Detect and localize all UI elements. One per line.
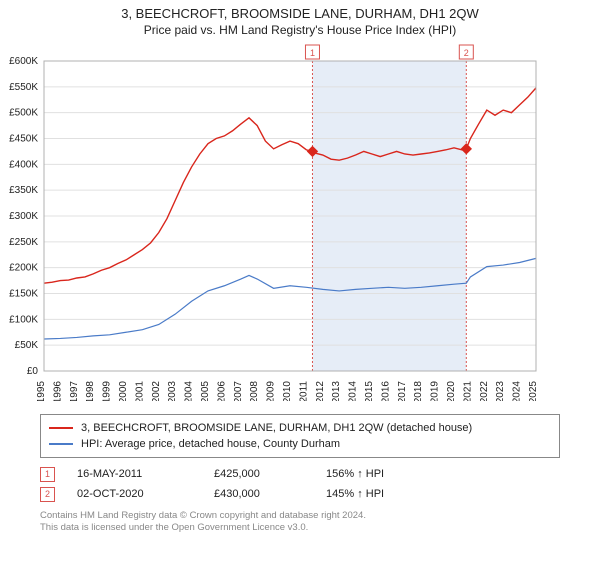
svg-text:2019: 2019 — [430, 381, 441, 401]
svg-text:2013: 2013 — [331, 381, 342, 401]
svg-text:£300K: £300K — [9, 211, 38, 222]
svg-text:2010: 2010 — [282, 381, 293, 401]
copyright-line: Contains HM Land Registry data © Crown c… — [40, 510, 560, 522]
svg-text:2000: 2000 — [118, 381, 129, 401]
copyright-line: This data is licensed under the Open Gov… — [40, 522, 560, 534]
svg-text:£0: £0 — [27, 366, 39, 377]
svg-text:2001: 2001 — [134, 381, 145, 401]
svg-text:£50K: £50K — [15, 340, 39, 351]
svg-text:2003: 2003 — [167, 381, 178, 401]
svg-text:2021: 2021 — [462, 381, 473, 401]
chart-title: 3, BEECHCROFT, BROOMSIDE LANE, DURHAM, D… — [0, 6, 600, 21]
svg-text:2002: 2002 — [151, 381, 162, 401]
svg-text:1: 1 — [310, 48, 315, 58]
legend-row: HPI: Average price, detached house, Coun… — [49, 436, 551, 452]
svg-text:2007: 2007 — [233, 381, 244, 401]
svg-text:£100K: £100K — [9, 314, 38, 325]
svg-text:2011: 2011 — [298, 381, 309, 401]
svg-text:£400K: £400K — [9, 159, 38, 170]
svg-text:2015: 2015 — [364, 381, 375, 401]
svg-text:2022: 2022 — [479, 381, 490, 401]
svg-text:£150K: £150K — [9, 289, 38, 300]
svg-text:2016: 2016 — [380, 381, 391, 401]
svg-text:£200K: £200K — [9, 263, 38, 274]
svg-text:2006: 2006 — [216, 381, 227, 401]
svg-text:2017: 2017 — [397, 381, 408, 401]
svg-text:1996: 1996 — [52, 381, 63, 401]
svg-text:2: 2 — [464, 48, 469, 58]
svg-text:2014: 2014 — [348, 381, 359, 401]
svg-text:£600K: £600K — [9, 56, 38, 67]
svg-text:1999: 1999 — [102, 381, 113, 401]
svg-text:£500K: £500K — [9, 108, 38, 119]
sale-ratio: 156% ↑ HPI — [326, 468, 416, 480]
svg-text:1995: 1995 — [36, 381, 47, 401]
legend-label-1: 3, BEECHCROFT, BROOMSIDE LANE, DURHAM, D… — [81, 422, 472, 434]
copyright: Contains HM Land Registry data © Crown c… — [40, 510, 560, 535]
legend-swatch-1 — [49, 427, 73, 429]
sale-date: 16-MAY-2011 — [77, 468, 192, 480]
sale-ratio: 145% ↑ HPI — [326, 488, 416, 500]
legend-swatch-2 — [49, 443, 73, 445]
legend-row: 3, BEECHCROFT, BROOMSIDE LANE, DURHAM, D… — [49, 420, 551, 436]
svg-text:2024: 2024 — [512, 381, 523, 401]
sale-date: 02-OCT-2020 — [77, 488, 192, 500]
legend: 3, BEECHCROFT, BROOMSIDE LANE, DURHAM, D… — [40, 414, 560, 458]
sale-row: 1 16-MAY-2011 £425,000 156% ↑ HPI — [40, 464, 560, 484]
sale-price: £425,000 — [214, 468, 304, 480]
chart-subtitle: Price paid vs. HM Land Registry's House … — [0, 23, 600, 37]
svg-text:2012: 2012 — [315, 381, 326, 401]
sale-marker-2: 2 — [40, 487, 55, 502]
sales-table: 1 16-MAY-2011 £425,000 156% ↑ HPI 2 02-O… — [40, 464, 560, 504]
svg-text:£250K: £250K — [9, 237, 38, 248]
svg-text:2008: 2008 — [249, 381, 260, 401]
svg-text:2005: 2005 — [200, 381, 211, 401]
svg-text:£550K: £550K — [9, 82, 38, 93]
svg-text:2018: 2018 — [413, 381, 424, 401]
sale-row: 2 02-OCT-2020 £430,000 145% ↑ HPI — [40, 484, 560, 504]
sale-price: £430,000 — [214, 488, 304, 500]
svg-text:£350K: £350K — [9, 185, 38, 196]
svg-text:1998: 1998 — [85, 381, 96, 401]
sale-marker-1: 1 — [40, 467, 55, 482]
legend-label-2: HPI: Average price, detached house, Coun… — [81, 438, 340, 450]
svg-text:£450K: £450K — [9, 134, 38, 145]
svg-text:2009: 2009 — [266, 381, 277, 401]
svg-text:2023: 2023 — [495, 381, 506, 401]
price-chart: £0 £50K £100K £150K £200K £250K £300K £350K £400… — [0, 41, 600, 406]
svg-text:1997: 1997 — [69, 381, 80, 401]
svg-text:2020: 2020 — [446, 381, 457, 401]
svg-text:2004: 2004 — [184, 381, 195, 401]
svg-text:2025: 2025 — [528, 381, 539, 401]
